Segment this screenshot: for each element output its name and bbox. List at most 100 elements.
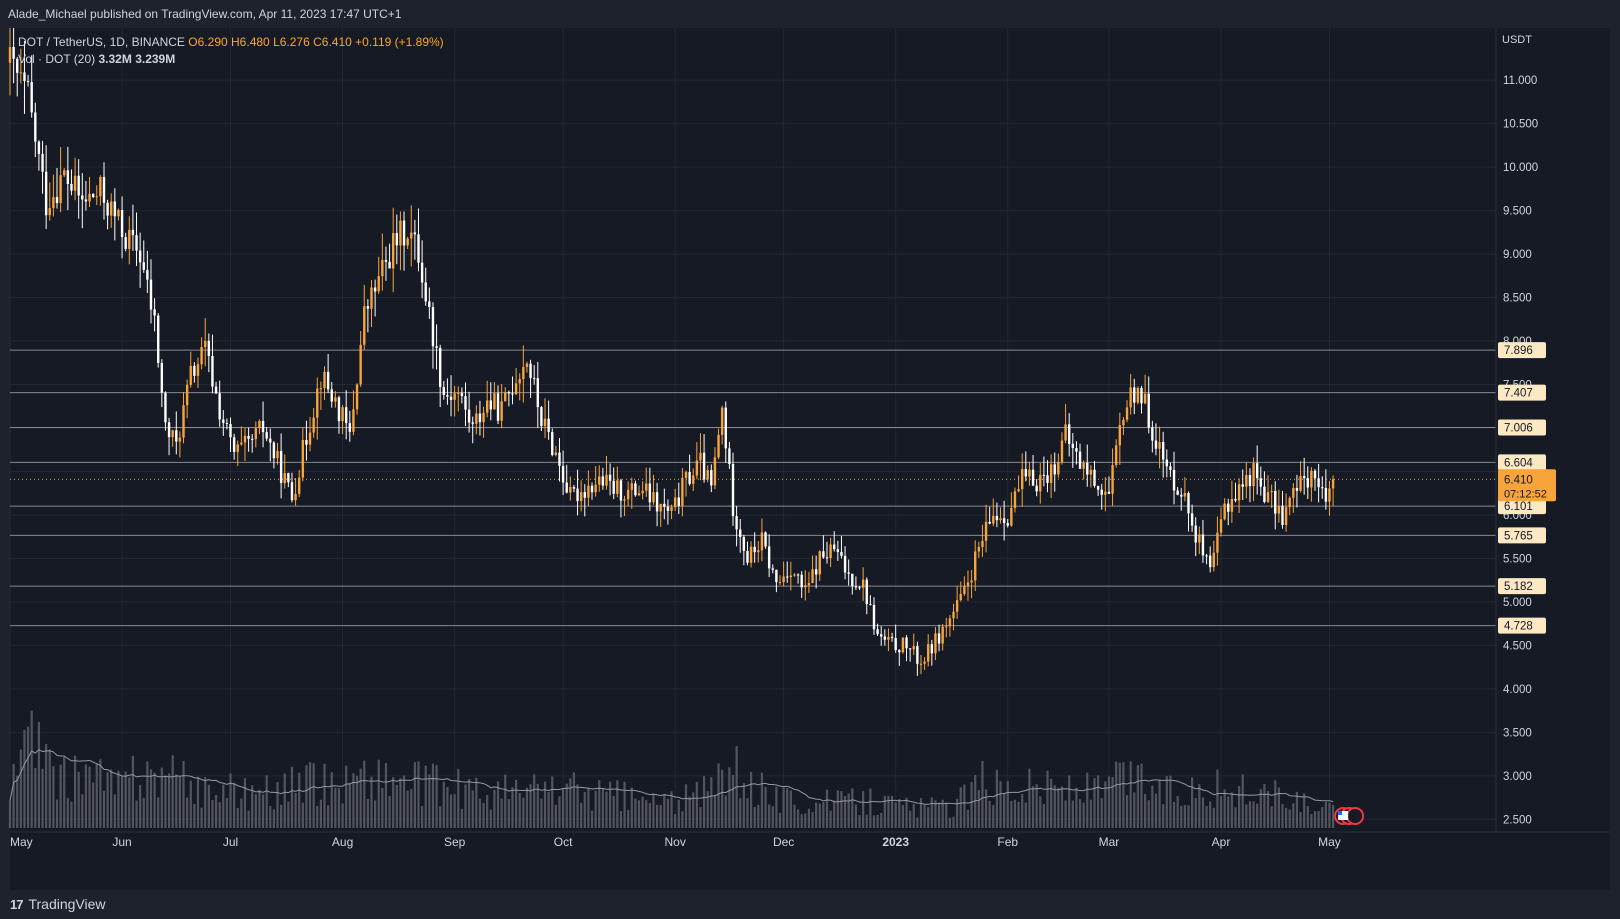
candle-body <box>258 420 261 429</box>
candle-body <box>598 476 601 485</box>
candle-body <box>775 569 778 583</box>
volume-bar <box>775 786 778 828</box>
volume-bar <box>171 755 174 828</box>
candle-body <box>854 586 858 588</box>
volume-bar <box>1317 811 1320 828</box>
candle-body <box>876 629 879 635</box>
candle-body <box>1143 393 1147 404</box>
chart-legend: DOT / TetherUS, 1D, BINANCE O6.290 H6.48… <box>18 34 444 68</box>
tradingview-logo[interactable]: 17 TradingView <box>10 896 106 912</box>
volume-bar <box>424 765 427 828</box>
candle-body <box>1245 474 1248 487</box>
candle-body <box>507 392 511 394</box>
volume-bar <box>55 799 59 828</box>
volume-bar <box>1075 787 1078 828</box>
volume-bar <box>16 775 19 828</box>
candle-body <box>106 202 109 216</box>
volume-bar <box>558 796 561 828</box>
candle-body <box>843 555 847 573</box>
candle-body <box>1208 555 1212 568</box>
candle-body <box>966 582 970 586</box>
candle-body <box>344 407 348 424</box>
legend-symbol[interactable]: DOT / TetherUS, 1D, BINANCE <box>18 35 185 49</box>
candle-body <box>8 46 12 63</box>
volume-bar <box>522 797 525 828</box>
volume-bar <box>898 798 901 828</box>
volume-bar <box>760 772 764 828</box>
volume-bar <box>298 772 301 828</box>
volume-bar <box>648 803 651 828</box>
volume-bar <box>554 804 557 828</box>
volume-bar <box>659 804 662 828</box>
candle-body <box>16 58 19 73</box>
volume-bar <box>1028 768 1031 828</box>
candle-body <box>836 549 840 552</box>
candle-body <box>189 365 192 385</box>
chart-panel[interactable] <box>10 28 1610 890</box>
volume-bar <box>363 760 366 828</box>
candle-body <box>326 371 330 390</box>
volume-bar <box>1093 778 1096 828</box>
volume-bar <box>1328 802 1331 828</box>
candle-body <box>178 437 182 442</box>
candle-body <box>1111 465 1114 494</box>
volume-bar <box>410 789 413 828</box>
volume-bar <box>26 726 30 828</box>
volume-bar <box>637 800 641 828</box>
volume-bar <box>956 798 959 828</box>
volume-bar <box>793 804 796 828</box>
candle-body <box>720 407 724 435</box>
candle-body <box>1302 476 1306 479</box>
candle-body <box>659 503 662 512</box>
price-tick-label: 3.000 <box>1503 771 1532 783</box>
candle-body <box>905 637 908 649</box>
volume-bar <box>547 791 550 828</box>
volume-bar <box>149 769 153 828</box>
volume-bar <box>258 789 261 828</box>
volume-bars <box>8 710 1335 828</box>
candle-body <box>937 633 941 644</box>
volume-bar <box>48 749 51 828</box>
volume-bar <box>193 803 196 828</box>
volume-bar <box>692 792 695 828</box>
candle-body <box>1317 478 1320 488</box>
candle-body <box>887 636 890 640</box>
volume-bar <box>1303 793 1306 828</box>
candle-body <box>34 112 37 142</box>
candle-body <box>84 199 88 202</box>
volume-bar <box>493 789 496 828</box>
volume-bar <box>1165 776 1168 828</box>
candle-body <box>1295 488 1299 491</box>
volume-bar <box>377 759 380 828</box>
candle-body <box>431 306 435 347</box>
time-tick-label: Oct <box>554 835 573 849</box>
volume-bar <box>728 767 731 828</box>
candle-body <box>565 482 568 493</box>
volume-bar <box>1245 804 1248 828</box>
level-price-label: 7.407 <box>1504 388 1533 400</box>
volume-bar <box>945 803 948 828</box>
candle-body <box>467 409 471 423</box>
volume-bar <box>887 795 890 828</box>
candle-body <box>1331 479 1335 489</box>
volume-bar <box>1071 800 1074 828</box>
volume-bar <box>630 787 633 828</box>
volume-bar <box>977 789 980 828</box>
candle-body <box>337 397 341 422</box>
candle-body <box>594 484 597 493</box>
candle-body <box>146 269 149 280</box>
legend-volume-label[interactable]: Vol · DOT (20) <box>18 52 96 66</box>
volume-bar <box>663 793 666 828</box>
tradingview-brand-text: TradingView <box>28 896 106 912</box>
candle-body <box>767 546 771 569</box>
volume-bar <box>843 796 847 828</box>
candle-body <box>952 611 955 619</box>
candle-body <box>348 423 352 432</box>
volume-bar <box>1140 763 1143 828</box>
volume-bar <box>88 766 91 828</box>
candle-body <box>626 489 630 500</box>
publish-info-text: Alade_Michael published on TradingView.c… <box>8 7 402 21</box>
volume-bar <box>175 774 178 828</box>
volume-bar <box>749 771 753 828</box>
